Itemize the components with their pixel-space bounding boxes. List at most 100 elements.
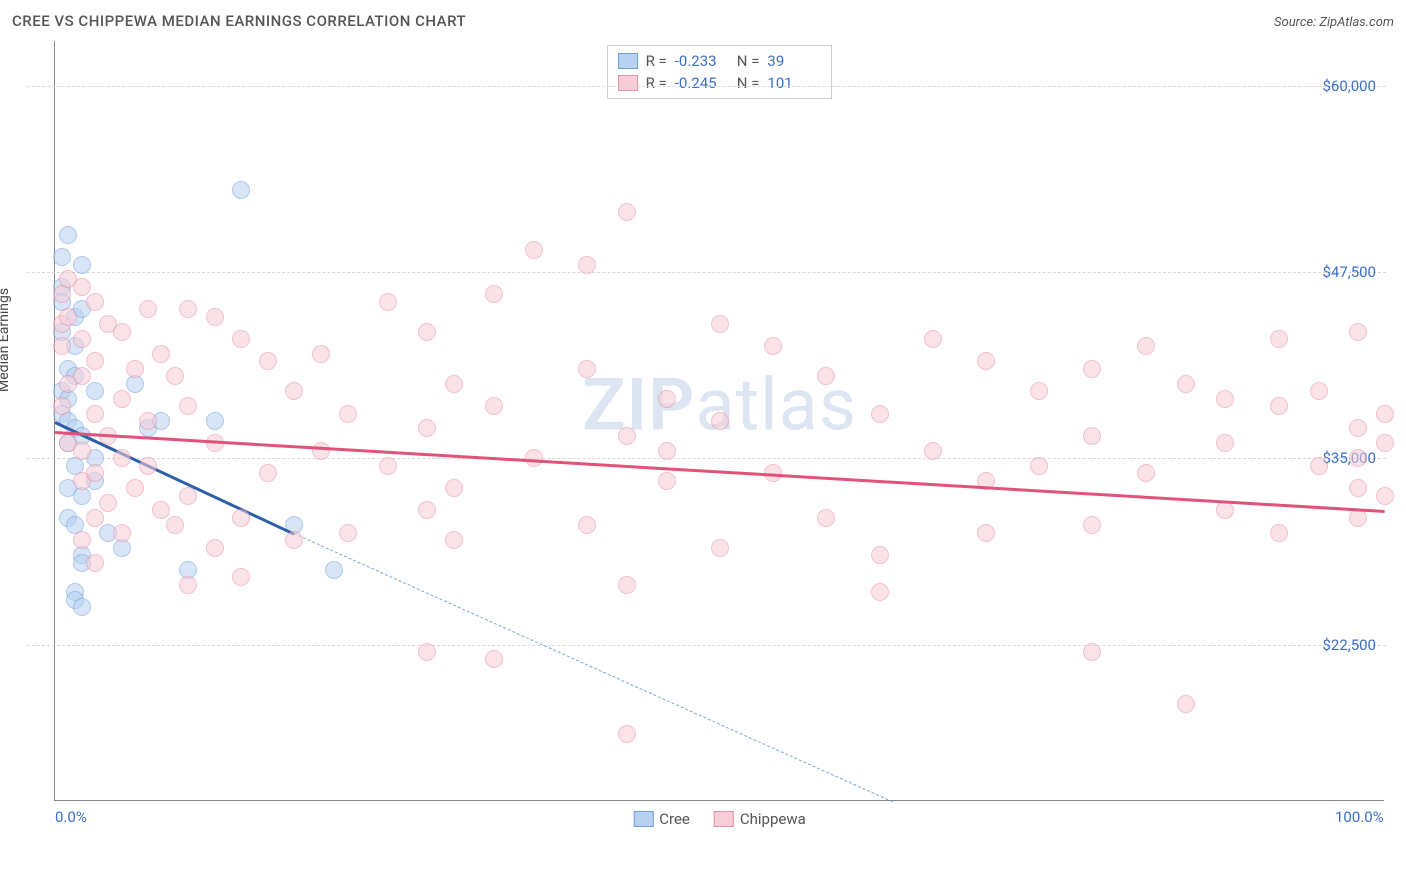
legend-swatch (714, 811, 734, 827)
data-point (658, 442, 676, 460)
trend-line (294, 533, 893, 802)
r-label: R = (646, 74, 667, 92)
data-point (86, 382, 104, 400)
data-point (445, 531, 463, 549)
legend-swatch (618, 53, 638, 69)
data-point (1349, 479, 1367, 497)
data-point (152, 345, 170, 363)
data-point (1083, 643, 1101, 661)
data-point (325, 561, 343, 579)
data-point (126, 479, 144, 497)
data-point (525, 241, 543, 259)
gridline (27, 86, 1386, 87)
data-point (618, 203, 636, 221)
data-point (113, 449, 131, 467)
data-point (1376, 487, 1394, 505)
data-point (53, 248, 71, 266)
r-value: -0.245 (675, 74, 729, 92)
n-value: 39 (767, 52, 821, 70)
data-point (339, 405, 357, 423)
x-tick-label: 0.0% (55, 808, 87, 826)
data-point (179, 576, 197, 594)
data-point (485, 285, 503, 303)
data-point (764, 337, 782, 355)
data-point (86, 464, 104, 482)
data-point (418, 501, 436, 519)
data-point (139, 300, 157, 318)
data-point (285, 382, 303, 400)
data-point (1177, 375, 1195, 393)
data-point (1177, 695, 1195, 713)
data-point (445, 375, 463, 393)
data-point (618, 576, 636, 594)
data-point (139, 412, 157, 430)
r-label: R = (646, 52, 667, 70)
data-point (618, 725, 636, 743)
data-point (86, 352, 104, 370)
correlation-legend: R =-0.233N =39R =-0.245N =101 (607, 45, 833, 99)
data-point (379, 457, 397, 475)
data-point (711, 315, 729, 333)
data-point (1030, 457, 1048, 475)
data-point (1083, 427, 1101, 445)
data-point (312, 442, 330, 460)
data-point (711, 412, 729, 430)
data-point (1216, 390, 1234, 408)
data-point (113, 390, 131, 408)
chart-container: Median Earnings ZIPatlas R =-0.233N =39R… (12, 36, 1392, 836)
data-point (59, 308, 77, 326)
data-point (59, 226, 77, 244)
data-point (618, 427, 636, 445)
data-point (1083, 360, 1101, 378)
data-point (977, 352, 995, 370)
data-point (53, 397, 71, 415)
gridline (27, 272, 1386, 273)
data-point (1216, 501, 1234, 519)
data-point (73, 278, 91, 296)
n-label: N = (737, 74, 760, 92)
plot-area: ZIPatlas R =-0.233N =39R =-0.245N =101 C… (54, 41, 1384, 801)
y-tick-label: $22,500 (1322, 636, 1376, 654)
data-point (711, 539, 729, 557)
data-point (179, 300, 197, 318)
legend-row: R =-0.245N =101 (618, 72, 822, 94)
data-point (285, 531, 303, 549)
data-point (1270, 524, 1288, 542)
data-point (485, 650, 503, 668)
data-point (418, 419, 436, 437)
data-point (379, 293, 397, 311)
data-point (1349, 449, 1367, 467)
data-point (73, 367, 91, 385)
data-point (658, 472, 676, 490)
data-point (86, 509, 104, 527)
data-point (139, 457, 157, 475)
data-point (73, 531, 91, 549)
data-point (312, 345, 330, 363)
data-point (99, 494, 117, 512)
data-point (871, 546, 889, 564)
source-attribution: Source: ZipAtlas.com (1274, 15, 1394, 30)
data-point (232, 509, 250, 527)
legend-item: Cree (633, 810, 690, 828)
gridline (27, 645, 1386, 646)
data-point (232, 330, 250, 348)
data-point (1030, 382, 1048, 400)
data-point (113, 524, 131, 542)
data-point (73, 442, 91, 460)
x-tick-label: 100.0% (1335, 808, 1384, 826)
data-point (578, 516, 596, 534)
data-point (53, 337, 71, 355)
series-name: Cree (659, 810, 690, 828)
data-point (259, 352, 277, 370)
data-point (924, 330, 942, 348)
data-point (658, 390, 676, 408)
legend-item: Chippewa (714, 810, 806, 828)
data-point (73, 256, 91, 274)
data-point (206, 308, 224, 326)
data-point (924, 442, 942, 460)
data-point (166, 516, 184, 534)
data-point (152, 501, 170, 519)
r-value: -0.233 (675, 52, 729, 70)
data-point (1083, 516, 1101, 534)
gridline (27, 458, 1386, 459)
